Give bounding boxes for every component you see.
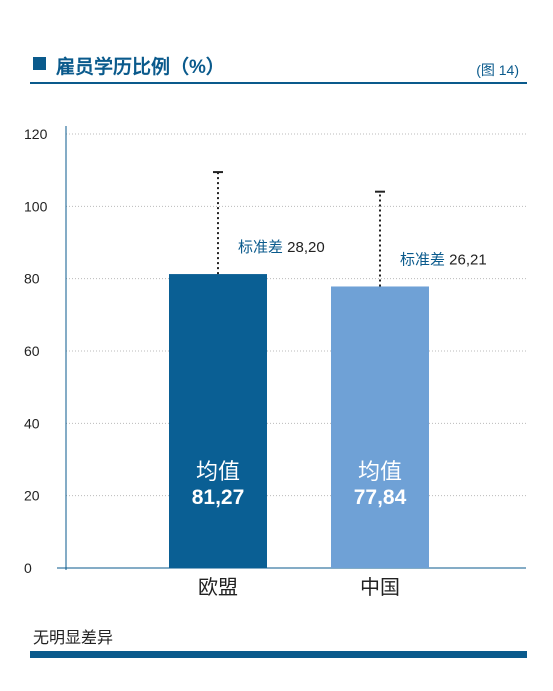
y-tick-label: 100 xyxy=(24,198,48,214)
y-tick-label: 120 xyxy=(24,126,48,142)
y-tick-label: 60 xyxy=(24,343,40,359)
bar xyxy=(331,286,429,568)
bar-value-label: 81,27 xyxy=(192,486,245,509)
std-dev-label: 标准差 28,20 xyxy=(238,239,325,256)
y-tick-label: 0 xyxy=(24,560,32,576)
bar xyxy=(169,274,267,568)
top-divider xyxy=(30,82,527,84)
std-dev-label: 标准差 26,21 xyxy=(400,251,487,268)
chart-title: 雇员学历比例（%） xyxy=(56,57,225,78)
figure-reference: (图 14) xyxy=(476,62,519,78)
chart-header: 雇员学历比例（%） (图 14) xyxy=(30,52,527,82)
footnote: 无明显差异 xyxy=(33,630,114,647)
x-category-label: 欧盟 xyxy=(198,576,238,599)
bar-value-label: 77,84 xyxy=(354,486,407,509)
y-tick-label: 40 xyxy=(24,415,40,431)
y-tick-label: 80 xyxy=(24,271,40,287)
title-marker-icon xyxy=(33,57,46,70)
bottom-divider xyxy=(30,651,527,658)
bar-value-prefix: 均值 xyxy=(196,459,240,484)
y-tick-label: 20 xyxy=(24,488,40,504)
x-category-label: 中国 xyxy=(360,576,400,599)
bar-value-prefix: 均值 xyxy=(358,459,402,484)
